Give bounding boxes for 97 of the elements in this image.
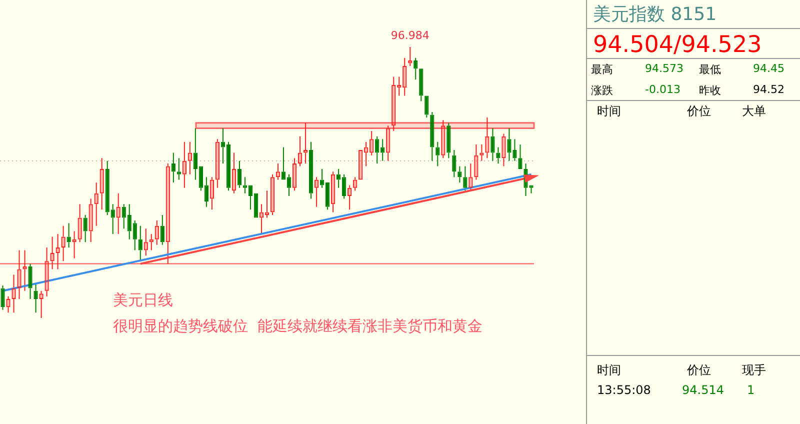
candlestick (44, 247, 49, 297)
candlestick (34, 282, 38, 314)
text: 昨收 (699, 83, 721, 98)
candlestick (348, 184, 352, 210)
text: 最高 (591, 62, 613, 77)
candlestick (132, 220, 137, 251)
candlestick (480, 144, 484, 162)
text: 94.504/94.523 (593, 32, 762, 58)
candlestick (6, 296, 10, 314)
text: 94.573 (645, 62, 684, 75)
candlestick (17, 250, 22, 300)
candlestick (276, 163, 280, 180)
text: 现手 (742, 362, 766, 379)
candlestick (160, 214, 164, 246)
candlestick (502, 133, 506, 167)
candlestick (353, 176, 358, 192)
candlestick (468, 163, 473, 192)
candlestick (474, 144, 478, 180)
candlestick (94, 182, 98, 226)
candlestick (370, 130, 374, 156)
candlestick (518, 144, 522, 169)
text: 大单 (742, 103, 766, 120)
text: 94.45 (753, 62, 784, 75)
candlestick (193, 128, 198, 180)
candlestick (424, 96, 429, 118)
candlestick (529, 185, 534, 194)
text: 价位 (687, 103, 711, 120)
text: 价位 (687, 362, 711, 379)
annotation: 很明显的趋势线破位 能延续就继续看涨非美货币和黄金 (113, 317, 483, 335)
candlestick (436, 141, 440, 167)
candlestick (188, 141, 192, 175)
text: -0.013 (645, 83, 680, 96)
candlestick (56, 233, 60, 270)
candlestick (28, 263, 32, 300)
candlestick (88, 198, 93, 243)
text: 美元指数 8151 (593, 3, 717, 26)
candlestick (331, 171, 336, 213)
candlestick (512, 138, 517, 162)
candlestick (122, 204, 126, 230)
candlestick (50, 236, 54, 270)
text: 时间 (597, 362, 621, 379)
candlestick (485, 116, 490, 159)
candlestick (182, 141, 186, 188)
candlestick (144, 228, 148, 256)
candlestick (342, 174, 346, 200)
candlestick (83, 214, 88, 243)
candlestick (0, 284, 5, 310)
candlestick (336, 168, 341, 188)
candlestick (100, 158, 104, 210)
candlestick (78, 204, 82, 243)
candlestick (452, 149, 456, 178)
candlestick (386, 125, 390, 162)
text: 94.52 (753, 83, 784, 96)
candlestick (176, 158, 181, 180)
candlestick (375, 136, 380, 164)
candlestick (110, 204, 115, 234)
candlestick (12, 274, 16, 314)
candlestick (154, 220, 159, 246)
text: 涨跌 (591, 83, 613, 98)
annotation: 96.984 (390, 29, 430, 42)
candlestick (210, 176, 214, 210)
text: 最低 (699, 62, 721, 77)
candlestick (39, 290, 44, 318)
text: 1 (747, 383, 755, 397)
annotation: 美元日线 (113, 291, 173, 309)
candlestick (308, 141, 314, 200)
candlestick (496, 146, 500, 164)
candlestick (171, 152, 176, 183)
candlestick (507, 128, 512, 162)
candlestick (61, 225, 66, 262)
candlestick (392, 76, 396, 132)
candlestick (116, 192, 120, 234)
text: 时间 (597, 103, 621, 120)
candlestick (446, 122, 451, 159)
candlestick (408, 46, 412, 66)
candlestick (419, 68, 424, 102)
candlestick (215, 138, 220, 188)
candlestick (463, 166, 468, 192)
candlestick (166, 163, 170, 264)
candlestick (292, 158, 297, 192)
candlestick (298, 136, 302, 167)
candlestick (314, 176, 319, 208)
candlestick (237, 160, 242, 188)
candlestick (66, 222, 71, 248)
text: 13:55:08 (597, 383, 651, 397)
candlestick (414, 57, 418, 80)
candlestick (127, 204, 132, 240)
candlestick (490, 128, 495, 162)
text: 94.514 (682, 383, 724, 397)
candlestick (402, 57, 407, 96)
candlestick (138, 225, 142, 262)
candlestick (430, 112, 434, 162)
candlestick (232, 152, 236, 194)
candlestick (458, 166, 462, 183)
candlestick (441, 120, 446, 159)
candlestick (105, 160, 110, 216)
candlestick (270, 174, 275, 216)
